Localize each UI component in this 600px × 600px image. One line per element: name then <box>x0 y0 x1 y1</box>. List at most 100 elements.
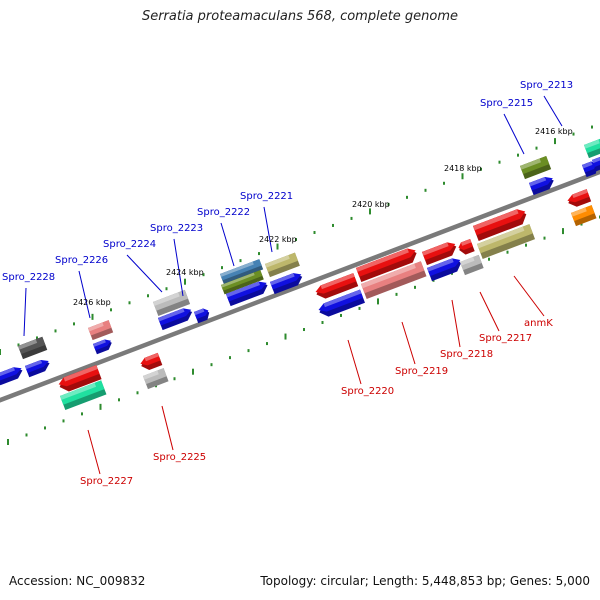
gene-highlight <box>153 289 189 311</box>
kbp-label: 2424 kbp <box>166 268 204 277</box>
kbp-label: 2426 kbp <box>73 298 111 307</box>
gene-top-shine <box>226 281 261 298</box>
gene-highlight <box>18 336 46 355</box>
gene-red <box>58 365 102 392</box>
gene-highlight <box>158 308 192 326</box>
gene-top-shine <box>477 226 525 249</box>
gene-orange <box>571 205 597 227</box>
gene-highlight <box>25 359 49 373</box>
gene-top-shine <box>0 367 15 378</box>
gene-highlight <box>143 368 167 385</box>
leader-line <box>479 291 500 332</box>
gene-blue <box>270 273 303 295</box>
gene-blue <box>529 176 554 196</box>
gene-blue <box>25 359 50 378</box>
gene-highlight <box>571 205 595 222</box>
gene-top-shine <box>60 382 97 400</box>
gene-blue <box>93 339 112 355</box>
gene-top-shine <box>422 242 449 256</box>
accession-text: Accession: NC_009832 <box>9 574 146 588</box>
gene-blue <box>427 258 462 282</box>
gene-teal <box>60 380 107 411</box>
gene-top-shine <box>144 352 159 362</box>
gene-top-shine <box>361 263 416 289</box>
gene-top-shine <box>220 261 254 277</box>
gene-highlight <box>584 137 600 154</box>
leader-line <box>451 299 461 348</box>
gene-top-shine <box>143 370 159 380</box>
gene-red <box>458 239 475 255</box>
gene-gray <box>143 368 169 390</box>
leader-line <box>401 321 416 365</box>
leader-line <box>503 113 525 155</box>
gene-top-shine <box>520 158 542 170</box>
gene-top-shine <box>323 289 362 308</box>
gene-olive <box>520 156 552 180</box>
gene-top-shine <box>270 273 295 286</box>
gene-blue <box>582 161 598 178</box>
gene-blue <box>194 308 210 324</box>
gene-red <box>315 273 359 299</box>
gene-red <box>356 248 417 283</box>
gene-top-shine <box>460 257 475 266</box>
gene-blue <box>0 367 23 386</box>
gene-red <box>473 209 527 241</box>
gene-highlight <box>270 273 302 290</box>
leader-line <box>543 95 563 127</box>
gene-red <box>422 242 457 266</box>
gene-top-shine <box>460 239 472 246</box>
gene-gray <box>153 289 191 317</box>
kbp-label: 2416 kbp <box>535 127 573 136</box>
gene-top-shine <box>571 207 587 217</box>
gene-top-shine <box>529 176 547 187</box>
backbone-line <box>0 169 600 403</box>
gene-khaki <box>265 252 300 278</box>
gene-label-top: Spro_2222 <box>197 207 250 218</box>
gene-highlight <box>427 258 461 277</box>
gene-top-shine <box>473 209 519 231</box>
leader-line <box>78 270 91 319</box>
gene-top-shine <box>18 339 38 350</box>
gene-red <box>567 189 592 207</box>
gene-top-shine <box>320 273 355 290</box>
gene-gray <box>460 254 484 276</box>
leader-line <box>220 222 235 267</box>
gene-label-top: Spro_2213 <box>520 80 573 91</box>
gene-highlight <box>422 242 456 261</box>
leader-line <box>87 429 101 475</box>
gene-top-shine <box>584 139 600 149</box>
gene-red <box>140 352 163 371</box>
gene-highlight <box>529 176 553 191</box>
gene-label-top: Spro_2223 <box>150 223 203 234</box>
gene-label-top: Spro_2224 <box>103 239 156 250</box>
leader-line <box>23 287 27 337</box>
gene-teal <box>584 137 600 159</box>
gene-label-bottom: Spro_2219 <box>395 366 448 377</box>
gene-highlight <box>460 254 482 271</box>
leader-line <box>161 405 174 451</box>
leader-line <box>126 254 163 293</box>
genome-title: Serratia proteamaculans 568, complete ge… <box>141 9 459 24</box>
gene-olive <box>221 270 264 295</box>
gene-top-shine <box>427 258 454 272</box>
gene-label-top: Spro_2226 <box>55 255 108 266</box>
kbp-label: 2418 kbp <box>444 164 482 173</box>
gene-pink <box>88 320 114 341</box>
gene-top-shine <box>93 339 106 347</box>
gene-top-shine <box>88 322 104 332</box>
gene-darkgray <box>18 336 48 360</box>
leader-line <box>513 275 545 317</box>
gene-label-bottom: Spro_2225 <box>153 452 206 463</box>
gene-top-shine <box>221 272 255 288</box>
gene-top-shine <box>582 161 593 169</box>
gene-top-shine <box>194 308 205 316</box>
gene-top-shine <box>356 248 409 272</box>
leader-line <box>263 206 273 253</box>
gene-label-top: Spro_2221 <box>240 191 293 202</box>
gene-top-shine <box>265 255 290 268</box>
genome-summary-text: Topology: circular; Length: 5,448,853 bp… <box>260 574 590 588</box>
gene-steel <box>220 259 264 285</box>
gene-highlight <box>93 339 112 351</box>
gene-khaki <box>477 224 536 259</box>
leader-line <box>173 238 184 297</box>
